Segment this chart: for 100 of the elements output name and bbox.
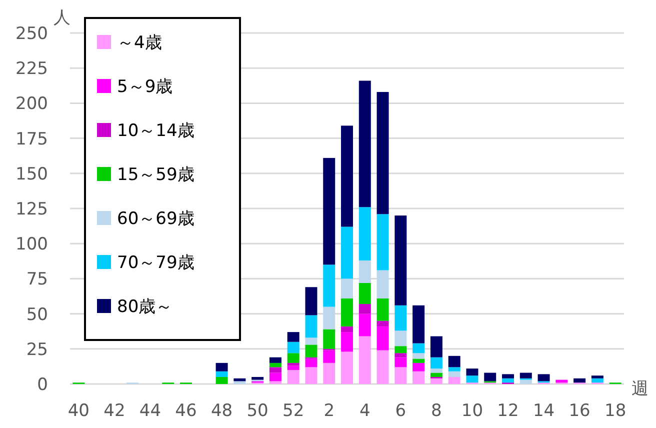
bar [216, 376, 228, 384]
bar [376, 214, 389, 270]
bar [376, 270, 389, 298]
bar [430, 378, 442, 384]
bar [287, 332, 300, 342]
x-tick-label: 12 [497, 401, 519, 421]
bar [430, 357, 442, 369]
bar [216, 362, 228, 372]
bar [394, 357, 407, 368]
bar [216, 371, 228, 377]
bar [466, 376, 478, 383]
bar [341, 226, 353, 279]
x-tick-label: 52 [282, 401, 304, 421]
y-tick-label: 75 [26, 270, 48, 290]
bar [430, 372, 442, 377]
bar [305, 287, 318, 316]
x-tick-label: 42 [104, 401, 126, 421]
bar [287, 342, 300, 354]
bar [305, 367, 318, 384]
bar [341, 278, 353, 298]
bar [412, 371, 425, 384]
bar [305, 338, 318, 345]
x-tick-label: 40 [68, 401, 90, 421]
x-tick-label: 10 [461, 401, 484, 421]
bar [448, 376, 460, 384]
bar [520, 372, 532, 378]
x-tick-label: 8 [431, 401, 442, 421]
bar [448, 371, 460, 377]
y-tick-label: 50 [26, 304, 48, 325]
x-tick-label: 50 [246, 401, 268, 421]
x-tick-label: 2 [324, 401, 335, 421]
bar [412, 305, 425, 344]
bar [269, 372, 282, 382]
bar [323, 362, 336, 384]
bar [430, 368, 442, 373]
x-tick-label: 6 [395, 401, 406, 421]
x-tick-label: 46 [175, 401, 197, 421]
legend-label: 80歳～ [117, 296, 173, 317]
bar [484, 372, 496, 382]
bar [358, 314, 371, 336]
bar [376, 350, 389, 384]
bar [394, 346, 407, 354]
bar [358, 304, 371, 314]
bar [287, 353, 300, 363]
bar [394, 216, 407, 306]
bar [269, 357, 282, 363]
bar [538, 374, 550, 382]
bar [358, 336, 371, 384]
bar [341, 352, 353, 384]
bar [376, 92, 389, 214]
bar [305, 358, 318, 368]
bar [448, 356, 460, 368]
bar [394, 305, 407, 331]
bar [287, 370, 300, 384]
bar [323, 329, 336, 349]
bar [394, 353, 407, 358]
bar [305, 344, 318, 358]
y-axis-title: 人 [54, 8, 70, 28]
bar [376, 326, 389, 350]
y-tick-label: 225 [16, 59, 48, 80]
bar [412, 353, 425, 359]
x-tick-label: 4 [359, 401, 370, 421]
bar [358, 80, 371, 208]
bar [591, 376, 604, 378]
bar [341, 126, 353, 227]
y-tick-label: 0 [37, 374, 48, 395]
bar [574, 378, 586, 383]
bar [323, 350, 336, 363]
x-tick-label: 18 [604, 401, 626, 421]
bar [269, 362, 282, 368]
bar [341, 326, 353, 332]
bar [430, 336, 442, 358]
bar [520, 380, 532, 384]
legend-label: 60～69歳 [117, 208, 194, 229]
bar [341, 298, 353, 326]
x-tick-label: 16 [568, 401, 590, 421]
bar [394, 330, 407, 346]
bar [412, 343, 425, 354]
bar [502, 378, 514, 383]
bar [394, 367, 407, 384]
bar [269, 367, 282, 373]
bar [269, 381, 282, 384]
bar [448, 367, 460, 372]
bar [502, 374, 514, 378]
legend-label: 5～9歳 [117, 76, 173, 97]
bar [287, 366, 300, 370]
bar [591, 378, 604, 383]
legend-label: 15～59歳 [117, 164, 194, 185]
bar [323, 264, 336, 307]
legend-label: 70～79歳 [117, 252, 194, 273]
y-tick-label: 150 [16, 164, 48, 184]
bar [412, 362, 425, 372]
bar [358, 207, 371, 260]
bar [376, 320, 389, 326]
bar [323, 306, 336, 330]
y-tick-label: 125 [16, 199, 48, 220]
y-tick-label: 200 [16, 94, 48, 114]
legend-label: 10～14歳 [117, 120, 194, 141]
bar [358, 282, 371, 304]
y-tick-label: 25 [26, 340, 48, 360]
